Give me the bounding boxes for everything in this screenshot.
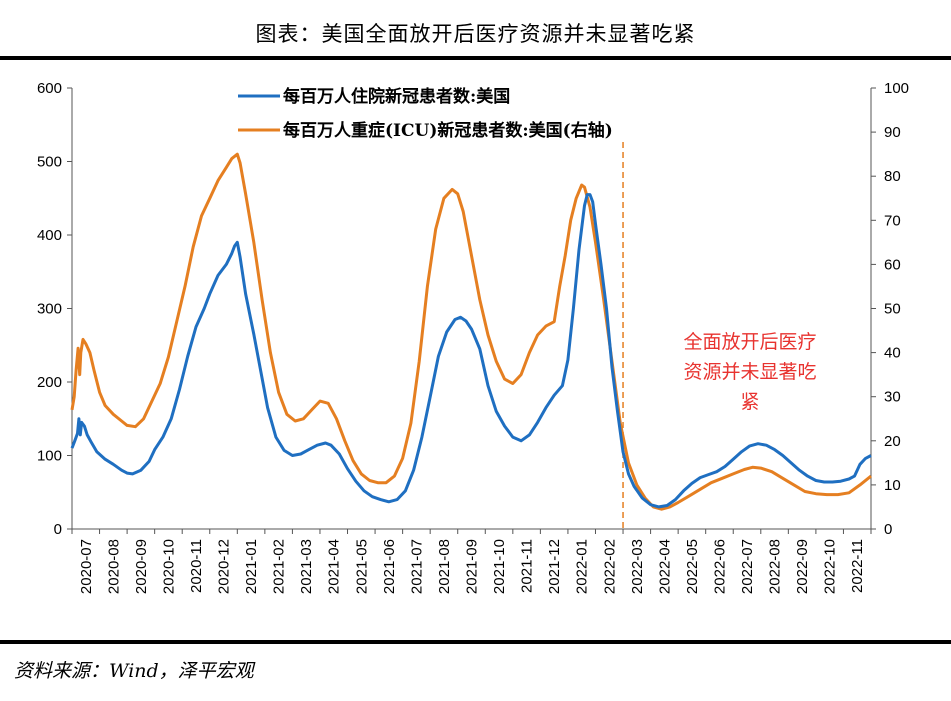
x-tick-label: 2021-07 — [408, 539, 425, 594]
x-tick-label: 2022-01 — [574, 539, 591, 594]
y-tick-label: 300 — [37, 301, 62, 318]
chart-plot: 0 100 200 300 400 500 600 0 10 20 30 40 50 60 70 80 90 10… — [37, 80, 909, 594]
annotation: 全面放开后医疗 资源并未显著吃 紧 — [683, 331, 816, 413]
x-tick-label: 2022-10 — [822, 539, 839, 594]
x-tick-label: 2022-06 — [711, 539, 728, 594]
y2-tick-label: 40 — [884, 345, 901, 362]
y-tick-label: 500 — [37, 154, 62, 171]
y2-tick-label: 100 — [884, 80, 909, 97]
x-tick-label: 2021-06 — [381, 539, 398, 594]
chart-title: 图表：美国全面放开后医疗资源并未显著吃紧 — [255, 22, 696, 46]
annotation-line-1: 全面放开后医疗 — [683, 331, 816, 353]
x-tick-label: 2021-05 — [353, 539, 370, 594]
x-tick-label: 2021-03 — [298, 539, 315, 594]
y2-tick-label: 80 — [884, 168, 901, 185]
x-tick-label: 2020-09 — [133, 539, 150, 594]
x-tick-label: 2020-07 — [78, 539, 95, 594]
y-tick-label: 0 — [54, 521, 62, 538]
y2-tick-label: 20 — [884, 433, 901, 450]
x-tick-label: 2020-11 — [188, 539, 205, 593]
y-tick-label: 600 — [37, 80, 62, 97]
x-tick-label: 2020-08 — [105, 539, 122, 594]
x-tick-label: 2022-03 — [629, 539, 646, 594]
annotation-line-2: 资源并未显著吃 — [683, 361, 816, 383]
y-tick-label: 400 — [37, 227, 62, 244]
legend-label-hosp: 每百万人住院新冠患者数:美国 — [283, 86, 510, 107]
legend-label-icu: 每百万人重症(ICU)新冠患者数:美国(右轴) — [283, 120, 613, 141]
annotation-line-3: 紧 — [740, 391, 759, 413]
x-tick-label: 2020-10 — [160, 539, 177, 594]
y2-tick-label: 50 — [884, 301, 901, 318]
top-rule — [0, 56, 951, 60]
y-tick-label: 100 — [37, 448, 62, 465]
source-note: 资料来源：Wind，泽平宏观 — [14, 660, 254, 682]
bottom-rule — [0, 640, 951, 644]
legend: 每百万人住院新冠患者数:美国 每百万人重症(ICU)新冠患者数:美国(右轴) — [238, 86, 613, 141]
x-tick-label: 2021-12 — [546, 539, 563, 594]
series-layer — [70, 142, 872, 529]
x-tick-label: 2021-02 — [271, 539, 288, 594]
x-tick-label: 2021-08 — [436, 539, 453, 594]
y2-tick-label: 60 — [884, 256, 901, 273]
x-tick-label: 2021-11 — [519, 539, 536, 593]
x-tick-label: 2022-02 — [601, 539, 618, 594]
x-tick-label: 2021-10 — [491, 539, 508, 594]
y2-tick-label: 0 — [884, 521, 892, 538]
y2-tick-label: 90 — [884, 124, 901, 141]
x-tick-label: 2021-01 — [243, 539, 260, 594]
y-tick-label: 200 — [37, 374, 62, 391]
y2-tick-label: 30 — [884, 389, 901, 406]
x-tick-label: 2022-09 — [794, 539, 811, 594]
x-tick-label: 2022-04 — [656, 539, 673, 594]
x-tick-label: 2022-05 — [684, 539, 701, 594]
x-tick-label: 2022-07 — [739, 539, 756, 594]
x-tick-label: 2022-11 — [849, 539, 866, 593]
series-line-icu — [70, 152, 872, 511]
x-tick-label: 2021-09 — [464, 539, 481, 594]
y2-tick-label: 70 — [884, 212, 901, 229]
x-tick-label: 2020-12 — [216, 539, 233, 594]
x-tick-label: 2022-08 — [767, 539, 784, 594]
y2-tick-label: 10 — [884, 477, 901, 494]
x-tick-label: 2021-04 — [326, 539, 343, 594]
series-line-hosp — [70, 193, 872, 509]
